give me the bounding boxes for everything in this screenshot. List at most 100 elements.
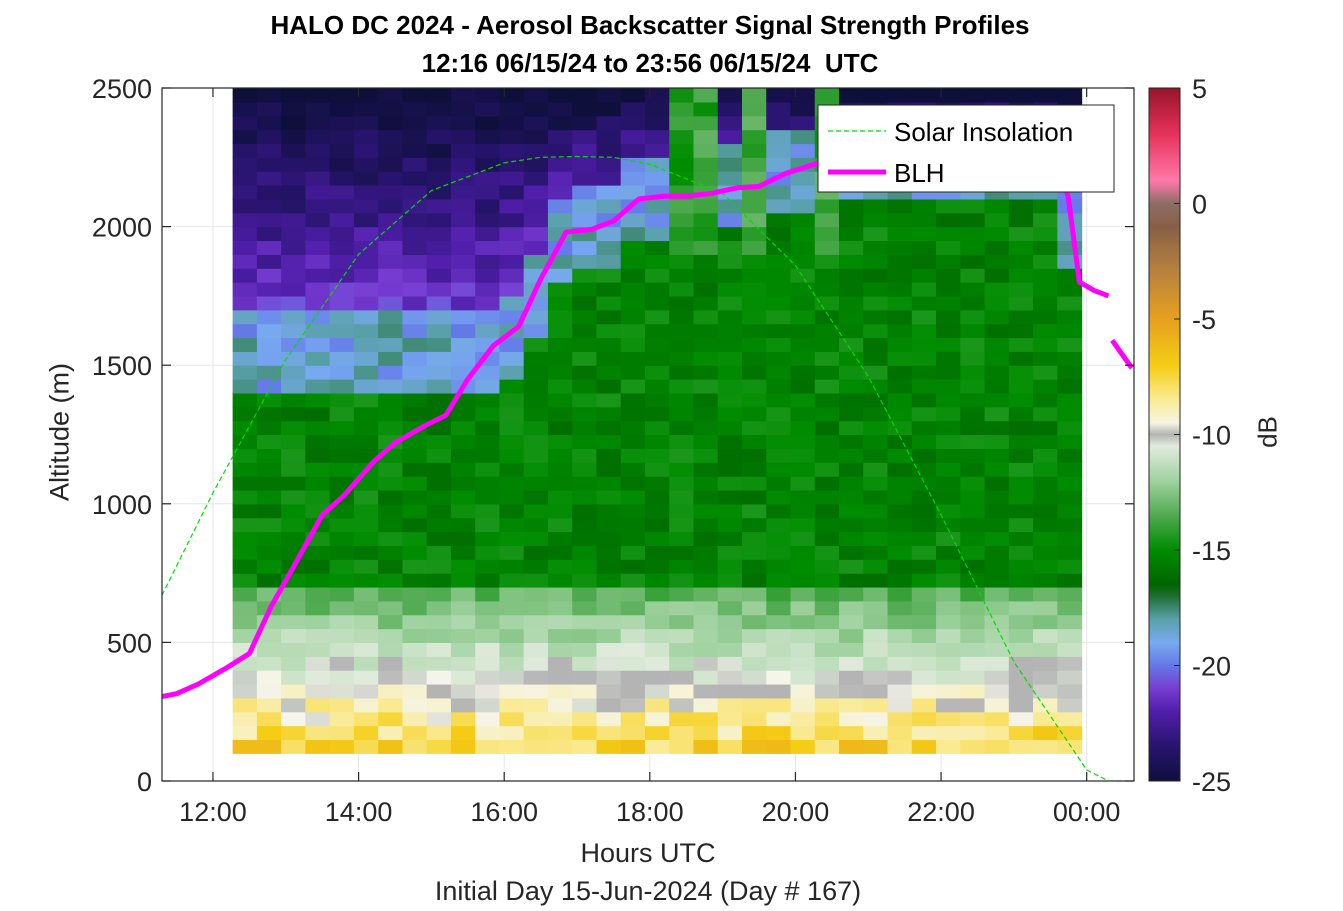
heatmap-cell [475,476,501,491]
heatmap-cell [281,365,306,380]
heatmap-cell [475,212,501,228]
heatmap-cell [523,573,549,588]
heatmap-cell [305,171,331,186]
heatmap-cell [839,517,864,533]
heatmap-cell [984,711,1010,727]
heatmap-cell [790,531,816,546]
heatmap-cell [256,628,282,643]
heatmap-cell [936,88,961,103]
heatmap-cell [1033,503,1058,519]
heatmap-cell [402,337,428,352]
heatmap-cell [1033,545,1058,560]
heatmap-cell [547,476,573,491]
heatmap-cell [402,157,428,172]
heatmap-cell [741,711,767,727]
heatmap-cell [353,739,379,754]
heatmap-cell [499,351,525,366]
heatmap-cell [814,476,840,491]
heatmap-cell [911,586,937,602]
heatmap-cell [329,282,355,297]
heatmap-cell [547,531,573,546]
heatmap-cell [281,240,306,255]
heatmap-cell [790,670,816,685]
heatmap-cell [669,309,695,325]
heatmap-cell [1057,379,1083,394]
heatmap-cell [426,628,452,643]
heatmap-cell [426,739,452,754]
heatmap-cell [572,628,598,643]
heatmap-cell [790,392,816,408]
heatmap-cell [669,254,695,269]
heatmap-cell [717,517,743,533]
heatmap-cell [936,406,961,422]
heatmap-cell [911,351,937,366]
heatmap-cell [1008,573,1034,588]
heatmap-cell [790,268,816,283]
heatmap-cell [644,282,670,297]
heatmap-cell [863,309,889,325]
heatmap-cell [669,157,695,172]
heatmap-cell [766,448,792,463]
heatmap-cell [766,157,792,172]
heatmap-cell [353,517,379,533]
heatmap-cell [620,88,646,103]
heatmap-cell [863,420,889,436]
heatmap-cell [717,476,743,491]
heatmap-cell [766,683,792,699]
heatmap-cell [305,268,331,283]
heatmap-cell [1008,545,1034,560]
heatmap-cell [1033,240,1058,255]
heatmap-cell [523,642,549,657]
heatmap-cell [499,185,525,200]
heatmap-cell [887,725,913,741]
heatmap-cell [669,573,695,588]
heatmap-cell [863,323,889,339]
heatmap-cell [790,365,816,380]
heatmap-cell [669,434,695,449]
heatmap-cell [814,503,840,519]
heatmap-cell [984,462,1010,477]
heatmap-cell [232,240,258,255]
heatmap-cell [572,711,598,727]
heatmap-cell [378,573,404,588]
heatmap-cell [644,670,670,685]
heatmap-cell [960,670,986,685]
heatmap-cell [596,642,622,657]
heatmap-cell [620,448,646,463]
heatmap-cell [936,739,961,754]
heatmap-cell [256,309,282,325]
heatmap-cell [378,129,404,145]
heatmap-cell [669,88,695,103]
heatmap-cell [669,545,695,560]
heatmap-cell [572,143,598,158]
heatmap-cell [450,642,476,657]
heatmap-cell [669,351,695,366]
heatmap-cell [644,101,670,117]
heatmap-cell [426,323,452,339]
heatmap-cell [572,531,598,546]
heatmap-cell [378,434,404,449]
heatmap-cell [887,392,913,408]
heatmap-cell [329,309,355,325]
heatmap-cell [814,725,840,741]
heatmap-cell [547,268,573,283]
heatmap-cell [839,351,864,366]
heatmap-cell [281,198,306,214]
heatmap-cell [475,531,501,546]
heatmap-cell [426,545,452,560]
heatmap-cell [499,462,525,477]
heatmap-cell [741,365,767,380]
heatmap-cell [305,323,331,339]
heatmap-cell [402,101,428,117]
heatmap-cell [256,323,282,339]
heatmap-cell [450,531,476,546]
heatmap-cell [305,462,331,477]
heatmap-cell [475,448,501,463]
heatmap-cell [572,489,598,505]
heatmap-cell [329,628,355,643]
heatmap-cell [863,282,889,297]
heatmap-cell [596,559,622,574]
heatmap-cell [499,337,525,352]
heatmap-cell [329,503,355,519]
heatmap-cell [1008,725,1034,741]
